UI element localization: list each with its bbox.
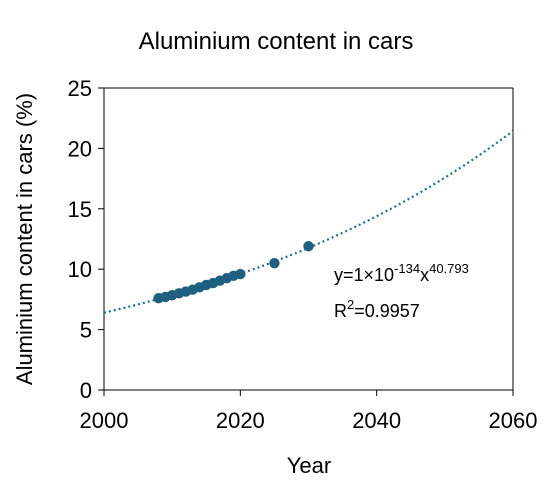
trendline: [103, 130, 514, 314]
x-tick-label: 2060: [489, 408, 538, 433]
x-tick-label: 2000: [80, 408, 129, 433]
data-point: [303, 241, 314, 252]
y-axis-label: Aluminium content in cars (%): [12, 93, 37, 385]
trendline-path: [103, 130, 514, 314]
y-tick-label: 10: [68, 257, 92, 282]
trendline-equation: y=1×10-134x40.793: [334, 261, 469, 285]
r2-value: =0.9957: [354, 301, 420, 321]
data-point: [235, 268, 246, 280]
plot-area: [103, 87, 514, 391]
r2-sup: 2: [347, 297, 354, 312]
data-points: [153, 241, 314, 304]
equation-prefix: y=1×10: [334, 265, 394, 285]
y-tick-label: 25: [68, 76, 92, 101]
r2-prefix: R: [334, 301, 347, 321]
y-tick-label: 0: [80, 378, 92, 403]
equation-exp2: 40.793: [429, 261, 469, 276]
y-tick-label: 20: [68, 136, 92, 161]
data-point: [269, 257, 280, 269]
y-tick-label: 15: [68, 197, 92, 222]
chart-title: Aluminium content in cars: [139, 28, 414, 55]
equation-mid: x: [420, 265, 429, 285]
r-squared: R2=0.9957: [334, 297, 420, 321]
equation-exp1: -134: [394, 261, 420, 276]
x-axis-label: Year: [287, 453, 331, 478]
axis-ticks: 0 5 10 15 20 25 2000 2020 2040 2060: [68, 76, 538, 433]
x-tick-label: 2020: [216, 408, 265, 433]
x-tick-label: 2040: [352, 408, 401, 433]
y-tick-label: 5: [80, 318, 92, 343]
